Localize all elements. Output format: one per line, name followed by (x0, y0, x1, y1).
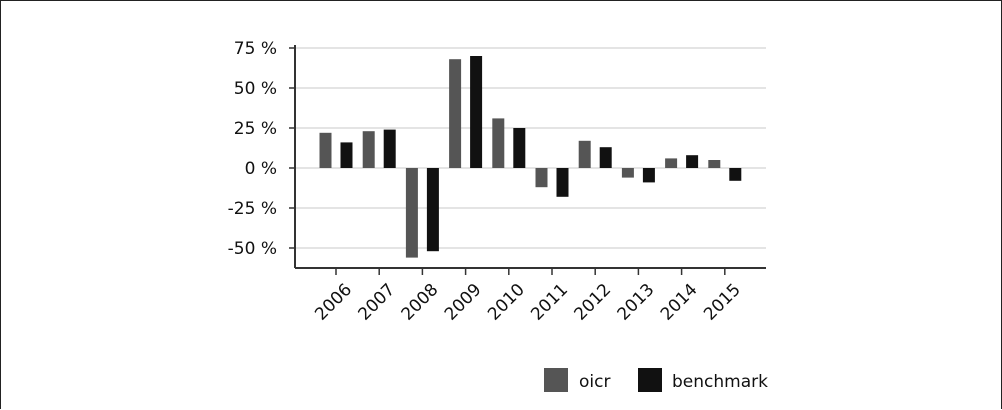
bar-benchmark-2008 (426, 168, 439, 252)
bar-benchmark-2011 (556, 168, 569, 197)
legend: oicr benchmark (544, 368, 768, 392)
y-tick-label: 75 % (234, 39, 277, 59)
bar-oicr-2011 (535, 168, 548, 188)
x-tick-label-2013: 2013 (614, 280, 659, 325)
x-tick-label-2007: 2007 (354, 280, 399, 325)
bar-oicr-2010 (492, 118, 505, 168)
x-tick-label-2009: 2009 (441, 280, 486, 325)
bar-oicr-2006 (319, 132, 332, 168)
bar-oicr-2009 (449, 59, 462, 169)
x-tick-label-2011: 2011 (527, 280, 572, 325)
bar-oicr-2008 (405, 168, 418, 258)
y-tick-label: -50 % (228, 239, 277, 259)
bar-benchmark-2012 (599, 147, 612, 168)
x-tick-label-2014: 2014 (657, 280, 702, 325)
x-tick-label-2008: 2008 (398, 280, 443, 325)
legend-swatch-oicr (544, 368, 568, 392)
bar-oicr-2007 (362, 131, 375, 168)
bar-oicr-2012 (578, 140, 591, 168)
y-tick-label: 0 % (245, 159, 277, 179)
bar-oicr-2014 (665, 158, 678, 168)
axes (294, 45, 766, 269)
y-tick-label: -25 % (228, 199, 277, 219)
legend-swatch-benchmark (638, 368, 662, 392)
bar-benchmark-2009 (470, 56, 483, 168)
legend-label-benchmark: benchmark (672, 372, 768, 392)
x-tick-label-2010: 2010 (484, 280, 529, 325)
bars (319, 56, 742, 258)
bar-benchmark-2007 (383, 129, 396, 168)
x-tick-label-2006: 2006 (311, 280, 356, 325)
bar-oicr-2015 (708, 160, 721, 168)
bar-benchmark-2014 (686, 155, 699, 168)
y-tick-label: 25 % (234, 119, 277, 139)
x-tick-label-2012: 2012 (570, 280, 615, 325)
bar-oicr-2013 (621, 168, 634, 178)
legend-label-oicr: oicr (579, 372, 610, 392)
y-tick-label: 50 % (234, 79, 277, 99)
bar-benchmark-2006 (340, 142, 353, 168)
x-tick-label-2015: 2015 (700, 280, 745, 325)
y-tick-labels: 75 % 50 % 25 % 0 % -25 % -50 % (228, 39, 295, 259)
bar-benchmark-2015 (729, 168, 742, 181)
bar-benchmark-2013 (642, 168, 655, 183)
bar-benchmark-2010 (513, 128, 526, 168)
